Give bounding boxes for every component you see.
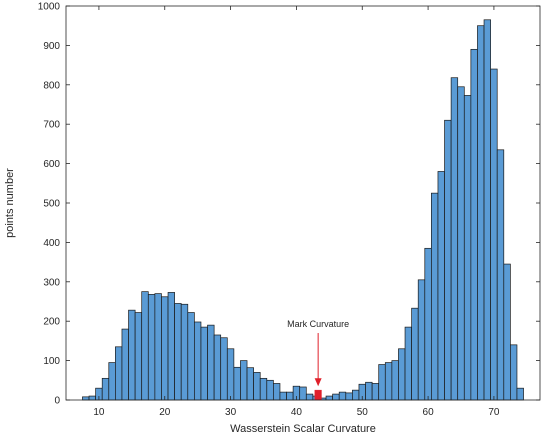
histogram-bar-23 [180,303,189,401]
y-tick-label-900: 900 [43,41,60,52]
histogram-bar-12 [108,362,116,401]
histogram-bar-9 [88,395,96,401]
histogram-bar-66 [463,95,472,401]
histogram-bar-58 [411,307,419,401]
histogram-bar-26 [200,326,208,401]
histogram-bar-24 [187,312,195,401]
histogram-bar-57 [404,326,412,401]
histogram-bar-19 [154,293,162,401]
histogram-bar-47 [338,391,347,401]
y-tick-label-400: 400 [43,238,60,249]
histogram-bar-71 [496,149,505,401]
histogram-bar-54 [384,362,393,401]
histogram-bar-52 [371,383,380,401]
x-axis-ticks: 10 20 30 40 50 60 70 [93,6,500,418]
histogram-bar-38 [279,391,287,401]
histogram-bar-34 [253,372,261,401]
mark-curvature-label: Mark Curvature [287,319,349,329]
histogram-bar-45 [325,395,333,401]
histogram-bar-73 [510,344,518,401]
histogram-bar-41 [299,386,307,401]
y-tick-label-800: 800 [43,80,60,91]
histogram-bar-55 [391,360,399,401]
x-tick-label-50: 50 [357,407,369,418]
histogram-bar-64 [450,77,459,401]
histogram-bar-59 [417,279,426,401]
histogram-bar-69 [483,19,491,401]
histogram-bar-51 [365,381,373,401]
histogram-bar-8 [82,396,90,401]
y-tick-label-1000: 1000 [38,2,61,13]
mark-curvature-bar [314,389,322,401]
histogram-bar-25 [194,321,202,401]
histogram-bar-36 [266,379,274,401]
histogram-bar-68 [477,25,485,401]
histogram-bar-35 [259,377,268,401]
x-tick-label-40: 40 [291,407,303,418]
histogram-bar-42 [305,393,314,401]
highlight-layer [314,389,322,401]
annotation-layer: Mark Curvature [287,319,349,387]
mark-curvature-arrowhead [314,378,322,387]
histogram-bar-48 [345,392,353,401]
histogram-bar-27 [207,324,215,401]
histogram-bar-62 [437,171,445,401]
histogram-bar-28 [213,334,222,401]
y-tick-label-600: 600 [43,159,60,170]
histogram-bar-22 [174,303,182,401]
histogram-bar-31 [233,366,241,401]
y-tick-label-200: 200 [43,317,60,328]
x-tick-label-10: 10 [93,407,105,418]
histogram-bar-49 [352,389,360,401]
histogram-bar-65 [457,86,465,401]
histogram-bar-37 [273,383,281,401]
histogram-bar-11 [101,377,110,401]
histogram-bar-21 [167,292,175,401]
histogram-bar-15 [128,309,136,401]
histogram-bar-70 [490,68,498,401]
x-axis-label: Wasserstein Scalar Curvature [230,423,376,434]
histogram-bar-74 [516,387,524,401]
y-tick-label-100: 100 [43,356,60,367]
histogram-bar-32 [240,360,248,401]
x-tick-label-30: 30 [225,407,237,418]
histogram-bar-17 [141,291,149,401]
histogram-bar-63 [444,119,452,401]
histogram-bar-67 [470,48,478,401]
y-axis-ticks: 0 100 200 300 400 500 600 700 800 900 1000 [38,2,540,407]
histogram-bar-46 [332,393,340,401]
histogram-bar-33 [246,367,254,401]
histogram-bar-16 [134,312,143,401]
histogram-bar-14 [121,328,129,401]
histogram-bar-53 [378,364,386,401]
histogram-bar-72 [503,263,511,401]
histogram-bar-61 [431,192,439,401]
y-tick-label-500: 500 [43,199,60,210]
histogram-bar-18 [147,294,156,401]
y-tick-label-0: 0 [54,396,60,407]
x-tick-label-70: 70 [488,407,500,418]
histogram-bar-13 [115,346,123,401]
x-tick-label-20: 20 [159,407,171,418]
y-axis-label: points number [4,168,16,238]
histogram-bar-60 [424,247,432,401]
y-tick-label-700: 700 [43,120,60,131]
histogram-bar-56 [398,348,406,401]
histogram-bar-20 [161,296,169,401]
x-tick-label-60: 60 [423,407,435,418]
histogram-bar-30 [226,348,235,401]
histogram-bar-39 [286,391,294,401]
y-tick-label-300: 300 [43,277,60,288]
histogram-bar-29 [220,337,228,401]
